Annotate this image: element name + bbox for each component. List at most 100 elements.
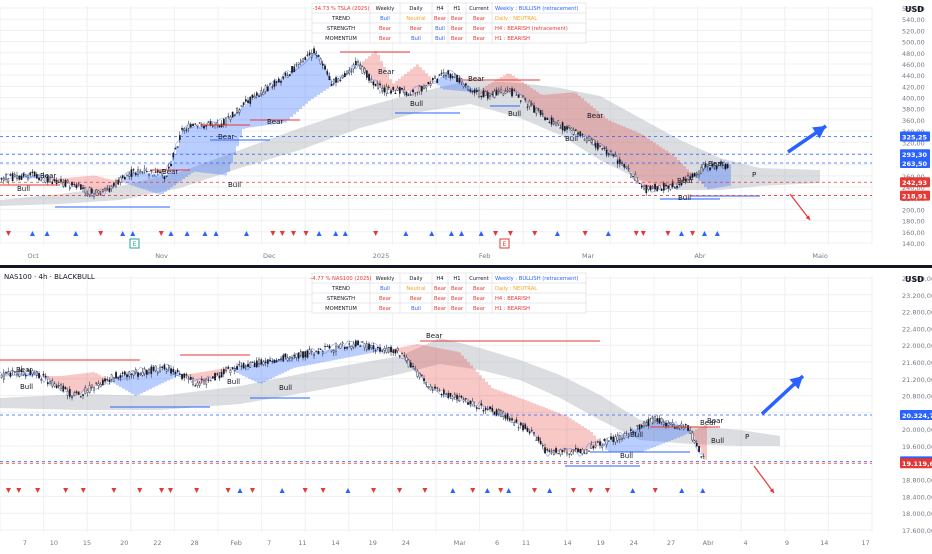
candle: [621, 438, 623, 440]
price-tick-label: 21.600,00: [902, 359, 932, 367]
band-slice: [134, 171, 137, 187]
candle: [601, 445, 604, 448]
band-slice: [359, 344, 362, 356]
pivot-annotation: Bull: [565, 135, 578, 143]
candle: [93, 193, 95, 197]
band-slice: [602, 115, 605, 149]
candle: [478, 408, 480, 410]
candle: [434, 386, 436, 389]
candle: [64, 387, 67, 390]
sell-signal-triangle: [652, 488, 658, 493]
candle: [506, 89, 509, 92]
candle: [101, 379, 104, 386]
band-slice: [509, 73, 512, 93]
band-slice: [707, 166, 710, 190]
time-tick-label: 11: [522, 539, 530, 547]
band-slice: [380, 60, 383, 89]
table-cell: Bear: [379, 36, 392, 42]
candle: [324, 346, 326, 348]
band-slice: [68, 375, 71, 393]
pivot-annotation: Bear: [677, 177, 693, 185]
pivot-annotation: Bear: [587, 112, 603, 120]
panel-divider[interactable]: [0, 265, 932, 268]
price-tick-label: 22.000,00: [902, 342, 932, 350]
candle: [289, 356, 291, 359]
candle: [473, 405, 476, 407]
candle: [671, 422, 674, 425]
earnings-marker[interactable]: [129, 238, 140, 249]
band-slice: [434, 347, 437, 390]
candle: [156, 170, 159, 173]
candle: [698, 446, 700, 452]
candle: [269, 83, 271, 85]
band-slice: [395, 80, 398, 91]
band-slice: [152, 173, 155, 193]
band-slice: [536, 404, 539, 440]
candle: [522, 95, 524, 98]
band-slice: [551, 410, 554, 452]
band-slice: [59, 376, 62, 387]
candle: [504, 91, 507, 94]
candles: [0, 45, 729, 200]
table-column-header: Current: [469, 276, 488, 282]
candle: [264, 361, 267, 363]
candle: [623, 433, 626, 440]
price-tick-label: 18.000,00: [902, 510, 932, 518]
band-slice: [515, 77, 518, 94]
candle: [88, 187, 91, 195]
band-slice: [206, 371, 209, 381]
candle: [616, 435, 619, 441]
band-slice: [32, 175, 35, 179]
candle: [185, 129, 188, 131]
time-tick-label: 15: [83, 539, 91, 547]
band-slice: [608, 120, 611, 153]
candle: [489, 95, 491, 97]
band-slice: [245, 103, 248, 128]
candle: [575, 129, 577, 131]
band-slice: [470, 87, 473, 92]
candle: [372, 345, 375, 350]
candle: [117, 179, 120, 185]
candle: [161, 366, 164, 368]
band-slice: [380, 348, 383, 351]
band-slice: [263, 362, 266, 382]
band-slice: [311, 53, 314, 99]
band-slice: [134, 373, 137, 396]
candle: [194, 385, 197, 387]
candle: [427, 386, 430, 388]
candle: [110, 186, 113, 189]
sell-signal-triangle: [16, 488, 22, 493]
candle: [176, 369, 179, 373]
band-slice: [74, 374, 77, 396]
band-slice: [650, 422, 653, 449]
band-slice: [23, 176, 26, 179]
buy-signal-triangle: [429, 231, 435, 236]
candle: [178, 135, 181, 140]
band-slice: [203, 125, 206, 173]
band-slice: [374, 51, 377, 83]
price-badge-bg: [900, 177, 930, 188]
candle: [680, 182, 683, 186]
band-slice: [164, 175, 167, 192]
candle: [385, 86, 388, 94]
band-slice: [566, 92, 569, 129]
sell-signal-triangle: [302, 488, 308, 493]
band-slice: [95, 175, 98, 194]
band-slice: [653, 142, 656, 189]
table-cell: Bear: [410, 26, 423, 32]
earnings-marker[interactable]: [499, 238, 510, 249]
candle: [159, 366, 161, 372]
price-tick-label: 22.400,00: [902, 325, 932, 333]
candle: [328, 75, 331, 81]
candle: [612, 154, 615, 157]
table-column-header: H4: [436, 276, 444, 282]
symbol-header: NAS100 · 4h · BLACKBULL: [4, 273, 95, 281]
band-slice: [140, 172, 143, 189]
sell-signal-triangle: [633, 231, 639, 236]
band-slice: [635, 131, 638, 179]
candle: [449, 392, 452, 397]
band-slice: [155, 174, 158, 194]
time-tick-label: Feb: [230, 539, 242, 547]
candle: [165, 175, 168, 177]
